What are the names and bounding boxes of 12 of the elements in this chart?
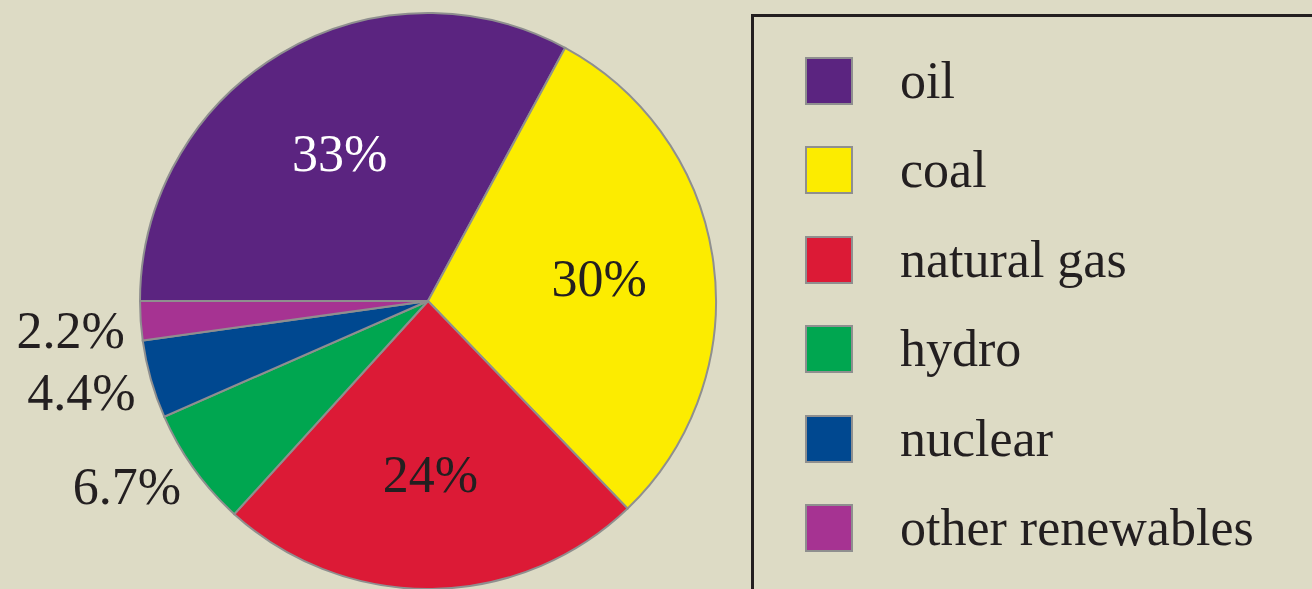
legend-label: hydro bbox=[900, 320, 1022, 378]
legend-label: oil bbox=[900, 51, 955, 109]
legend-label: natural gas bbox=[900, 230, 1127, 288]
legend-label: nuclear bbox=[900, 409, 1054, 467]
data-label: 2.2% bbox=[16, 301, 125, 359]
data-label: 24% bbox=[382, 445, 479, 503]
legend-label: other renewables bbox=[900, 499, 1254, 557]
data-label: 30% bbox=[551, 249, 647, 307]
legend-label: coal bbox=[900, 141, 987, 199]
data-label: 6.7% bbox=[72, 457, 182, 515]
data-label: 4.4% bbox=[27, 363, 136, 421]
data-label: 33% bbox=[291, 124, 388, 182]
